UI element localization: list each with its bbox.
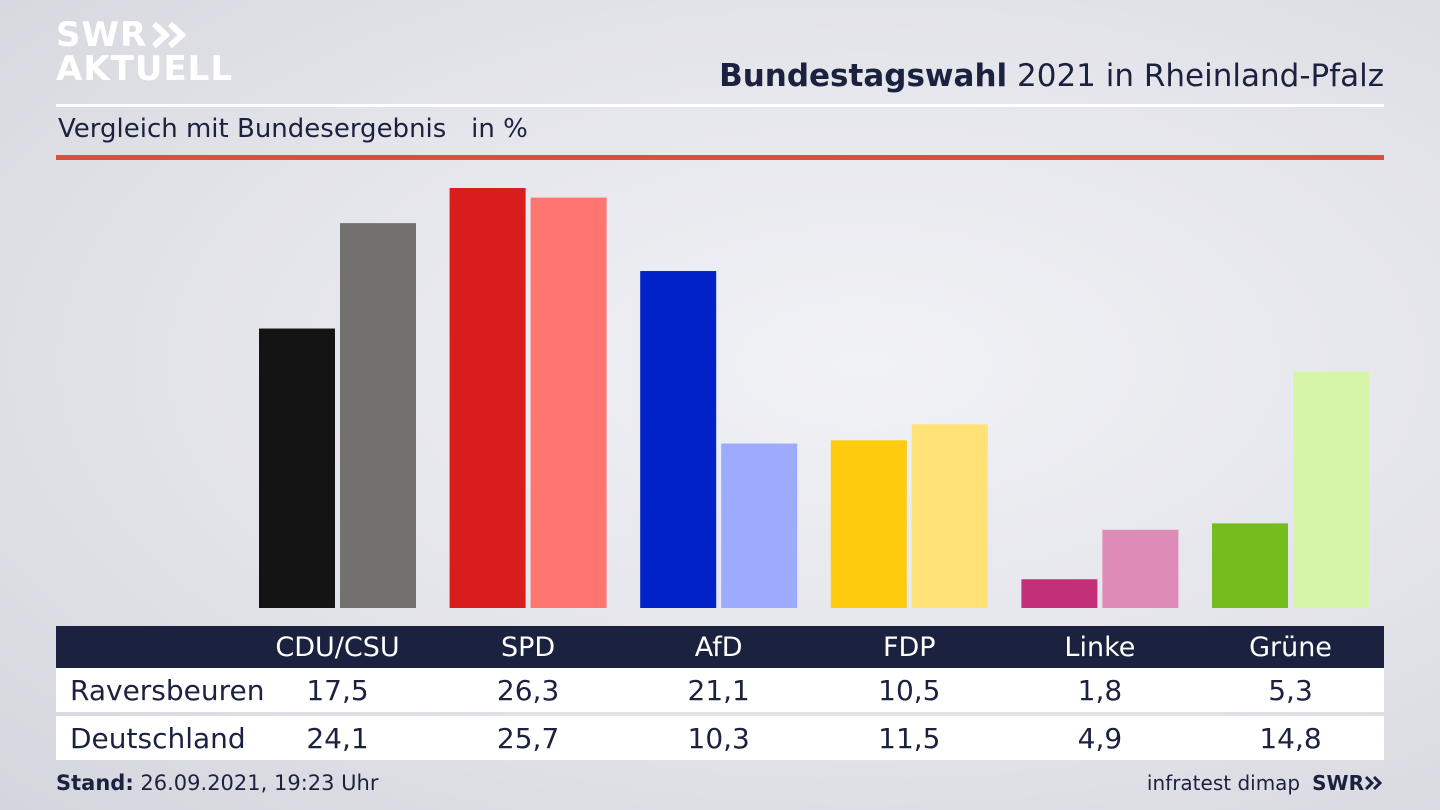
column-header: SPD	[500, 631, 556, 663]
double-chevron-icon	[152, 21, 187, 49]
double-chevron-icon	[1364, 775, 1383, 791]
logo-line1: SWR	[56, 15, 148, 55]
row-label: Deutschland	[70, 721, 246, 755]
column-header: AfD	[694, 631, 743, 663]
bar-linke-deutschland	[1102, 529, 1179, 608]
bar-linke-raversbeuren	[1021, 579, 1098, 608]
bar-chart	[259, 188, 1369, 608]
title-bold: Bundestagswahl	[719, 58, 1008, 94]
column-header: CDU/CSU	[275, 631, 400, 663]
table-cell: 24,1	[306, 721, 369, 755]
table-header: CDU/CSU SPD AfD FDP Linke Grüne	[56, 626, 1384, 668]
table-cell: 5,3	[1268, 673, 1313, 707]
bar-gr-ne-raversbeuren	[1212, 523, 1288, 608]
brand-label: SWR	[1312, 771, 1364, 795]
stand-value: 26.09.2021, 19:23 Uhr	[133, 771, 379, 795]
title-divider	[56, 104, 1384, 107]
title-rest: 2021 in Rheinland-Pfalz	[1007, 58, 1384, 94]
table-cell: 11,5	[878, 721, 941, 755]
bar-afd-deutschland	[721, 443, 798, 608]
column-header: Grüne	[1249, 631, 1332, 663]
column-header: FDP	[882, 631, 936, 663]
bar-cdu-csu-deutschland	[340, 223, 416, 608]
row-label: Raversbeuren	[70, 673, 265, 707]
logo-line2: AKTUELL	[56, 49, 234, 89]
table-row: Deutschland 24,1 25,7 10,3 11,5 4,9 14,8	[56, 716, 1384, 760]
table-cell: 1,8	[1077, 673, 1123, 707]
table-cell: 10,5	[878, 673, 941, 707]
subtitle-divider	[56, 155, 1384, 160]
bar-fdp-deutschland	[911, 424, 988, 608]
page-title: Bundestagswahl 2021 in Rheinland-Pfalz	[719, 58, 1384, 94]
bar-cdu-csu-raversbeuren	[259, 328, 335, 608]
table-row: Raversbeuren 17,5 26,3 21,1 10,5 1,8 5,3	[56, 668, 1384, 712]
swr-footer-logo: SWR	[1312, 771, 1384, 795]
swr-aktuell-logo: SWR AKTUELL	[56, 18, 233, 86]
bar-spd-deutschland	[530, 197, 607, 608]
stand-label: Stand:	[56, 771, 134, 795]
bar-fdp-raversbeuren	[830, 440, 907, 608]
column-header: Linke	[1064, 631, 1136, 663]
results-table: CDU/CSU SPD AfD FDP Linke Grüne Raversbeuren …	[56, 626, 1384, 760]
table-cell: 25,7	[496, 721, 560, 755]
table-cell: 26,3	[496, 673, 560, 707]
table-cell: 10,3	[687, 721, 750, 755]
source-credit: infratest dimap SWR	[1147, 771, 1384, 795]
bar-gr-ne-deutschland	[1293, 371, 1369, 608]
bar-afd-raversbeuren	[640, 271, 717, 608]
bar-spd-raversbeuren	[449, 188, 526, 608]
table-cell: 4,9	[1077, 721, 1123, 755]
timestamp: Stand: 26.09.2021, 19:23 Uhr	[56, 771, 379, 795]
chart-subtitle: Vergleich mit Bundesergebnis in %	[58, 114, 528, 144]
table-cell: 14,8	[1259, 721, 1322, 755]
table-cell: 21,1	[687, 673, 750, 707]
source-label: infratest dimap	[1146, 771, 1301, 795]
table-cell: 17,5	[306, 673, 369, 707]
